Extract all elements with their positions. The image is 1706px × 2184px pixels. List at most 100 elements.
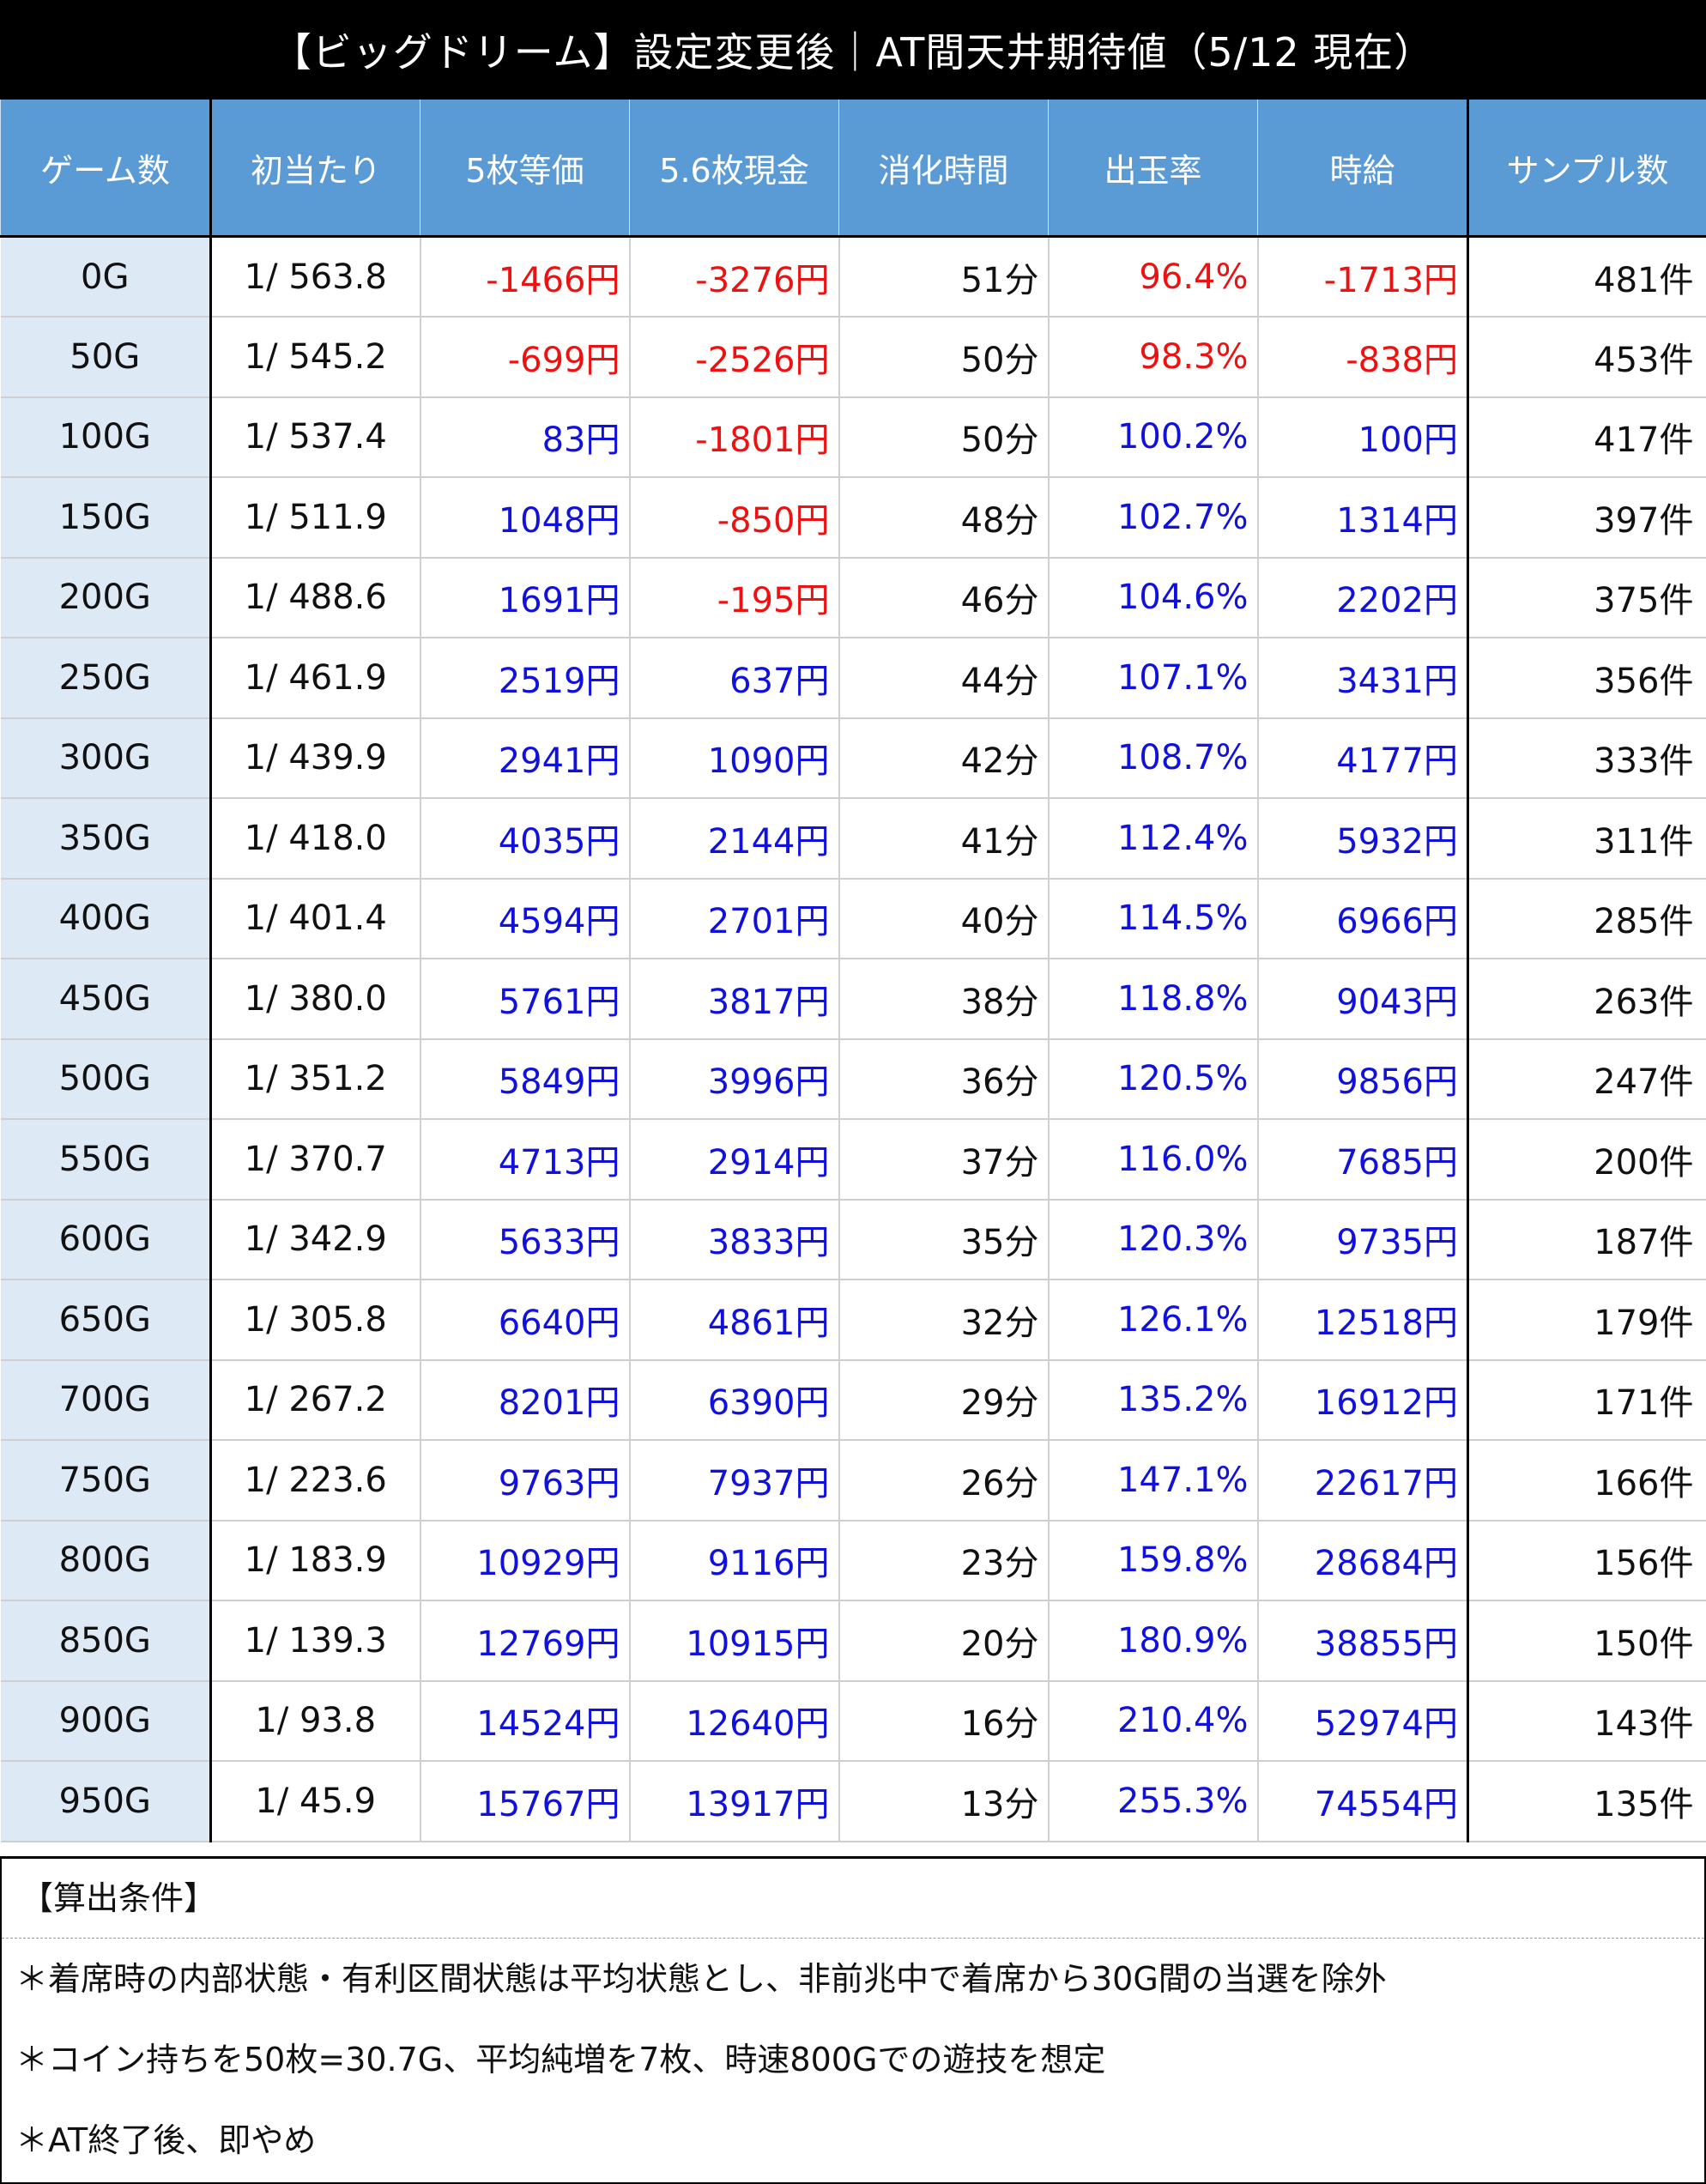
table-row: 500G 1/ 351.2 5849円 3996円 36分 120.5% 9856円 247件 — [0, 1038, 1706, 1120]
cell-play-time: 50分 — [838, 396, 1050, 478]
cell-play-time: 26分 — [838, 1440, 1050, 1522]
cell-5-equivalent: 6640円 — [420, 1280, 631, 1361]
cell-first-hit: 1/ 370.7 — [210, 1119, 421, 1201]
cell-5-equivalent: 5761円 — [420, 959, 631, 1040]
cell-game-count: 350G — [0, 798, 212, 880]
cell-sample-count: 200件 — [1467, 1119, 1706, 1201]
cell-5-6-cash: 12640円 — [629, 1680, 840, 1762]
cell-play-time: 48分 — [838, 477, 1050, 559]
cell-hourly-wage: -1713円 — [1257, 236, 1469, 318]
cell-5-equivalent: 2941円 — [420, 717, 631, 799]
cell-payout-rate: 210.4% — [1048, 1680, 1259, 1762]
cell-play-time: 46分 — [838, 557, 1050, 638]
header-game-count: ゲーム数 — [0, 100, 212, 238]
cell-5-equivalent: 12769円 — [420, 1600, 631, 1682]
cell-payout-rate: 255.3% — [1048, 1761, 1259, 1842]
cell-sample-count: 171件 — [1467, 1359, 1706, 1441]
cell-5-equivalent: 8201円 — [420, 1359, 631, 1441]
cell-5-6-cash: 3996円 — [629, 1038, 840, 1120]
cell-play-time: 23分 — [838, 1520, 1050, 1601]
cell-play-time: 20分 — [838, 1600, 1050, 1682]
cell-game-count: 950G — [0, 1761, 212, 1842]
table-row: 450G 1/ 380.0 5761円 3817円 38分 118.8% 9043円 263件 — [0, 959, 1706, 1040]
cell-play-time: 36分 — [838, 1038, 1050, 1120]
header-hourly-wage: 時給 — [1257, 100, 1469, 238]
cell-hourly-wage: 52974円 — [1257, 1680, 1469, 1762]
cell-sample-count: 285件 — [1467, 878, 1706, 959]
table-row: 300G 1/ 439.9 2941円 1090円 42分 108.7% 4177円 333件 — [0, 717, 1706, 799]
cell-game-count: 0G — [0, 236, 212, 318]
cell-hourly-wage: 7685円 — [1257, 1119, 1469, 1201]
cell-hourly-wage: 5932円 — [1257, 798, 1469, 880]
cell-sample-count: 150件 — [1467, 1600, 1706, 1682]
conditions-heading: 【算出条件】 — [2, 1859, 1704, 1939]
cell-sample-count: 417件 — [1467, 396, 1706, 478]
cell-first-hit: 1/ 439.9 — [210, 717, 421, 799]
cell-payout-rate: 100.2% — [1048, 396, 1259, 478]
calculation-conditions: 【算出条件】 ＊着席時の内部状態・有利区間状態は平均状態とし、非前兆中で着席から… — [0, 1856, 1706, 2184]
cell-payout-rate: 120.3% — [1048, 1199, 1259, 1280]
table-row: 200G 1/ 488.6 1691円 -195円 46分 104.6% 2202円 375件 — [0, 557, 1706, 638]
cell-5-equivalent: -1466円 — [420, 236, 631, 318]
cell-play-time: 32分 — [838, 1280, 1050, 1361]
table-row: 50G 1/ 545.2 -699円 -2526円 50分 98.3% -838円 453件 — [0, 317, 1706, 398]
cell-first-hit: 1/ 93.8 — [210, 1680, 421, 1762]
cell-payout-rate: 107.1% — [1048, 638, 1259, 719]
header-sample-count: サンプル数 — [1467, 100, 1706, 238]
page-title: 【ビッグドリーム】設定変更後｜AT間天井期待値（5/12 現在） — [0, 0, 1706, 100]
cell-first-hit: 1/ 401.4 — [210, 878, 421, 959]
expected-value-table: ゲーム数 初当たり 5枚等価 5.6枚現金 消化時間 出玉率 時給 サンプル数 … — [0, 100, 1706, 1842]
cell-5-equivalent: 4594円 — [420, 878, 631, 959]
cell-5-equivalent: -699円 — [420, 317, 631, 398]
condition-note: ＊AT終了後、即やめ — [15, 2121, 317, 2159]
cell-game-count: 100G — [0, 396, 212, 478]
table-row: 100G 1/ 537.4 83円 -1801円 50分 100.2% 100円 417件 — [0, 396, 1706, 478]
table-row: 400G 1/ 401.4 4594円 2701円 40分 114.5% 6966円 285件 — [0, 878, 1706, 959]
table-row: 150G 1/ 511.9 1048円 -850円 48分 102.7% 1314円 397件 — [0, 477, 1706, 559]
cell-5-equivalent: 15767円 — [420, 1761, 631, 1842]
cell-hourly-wage: 9735円 — [1257, 1199, 1469, 1280]
cell-game-count: 250G — [0, 638, 212, 719]
cell-hourly-wage: 74554円 — [1257, 1761, 1469, 1842]
cell-sample-count: 166件 — [1467, 1440, 1706, 1522]
table-row: 950G 1/ 45.9 15767円 13917円 13分 255.3% 74554円 13… — [0, 1761, 1706, 1842]
cell-first-hit: 1/ 418.0 — [210, 798, 421, 880]
cell-hourly-wage: 12518円 — [1257, 1280, 1469, 1361]
cell-5-6-cash: -850円 — [629, 477, 840, 559]
cell-game-count: 800G — [0, 1520, 212, 1601]
cell-5-6-cash: 7937円 — [629, 1440, 840, 1522]
cell-5-equivalent: 14524円 — [420, 1680, 631, 1762]
cell-5-equivalent: 1048円 — [420, 477, 631, 559]
cell-5-6-cash: -195円 — [629, 557, 840, 638]
cell-play-time: 29分 — [838, 1359, 1050, 1441]
cell-payout-rate: 159.8% — [1048, 1520, 1259, 1601]
cell-5-6-cash: 9116円 — [629, 1520, 840, 1601]
cell-sample-count: 311件 — [1467, 798, 1706, 880]
table-header-row: ゲーム数 初当たり 5枚等価 5.6枚現金 消化時間 出玉率 時給 サンプル数 — [0, 100, 1706, 238]
cell-game-count: 750G — [0, 1440, 212, 1522]
cell-sample-count: 397件 — [1467, 477, 1706, 559]
cell-first-hit: 1/ 342.9 — [210, 1199, 421, 1280]
cell-hourly-wage: 1314円 — [1257, 477, 1469, 559]
cell-payout-rate: 118.8% — [1048, 959, 1259, 1040]
cell-5-6-cash: 4861円 — [629, 1280, 840, 1361]
cell-game-count: 650G — [0, 1280, 212, 1361]
header-play-time: 消化時間 — [838, 100, 1049, 238]
cell-payout-rate: 126.1% — [1048, 1280, 1259, 1361]
cell-5-6-cash: 10915円 — [629, 1600, 840, 1682]
cell-first-hit: 1/ 488.6 — [210, 557, 421, 638]
cell-play-time: 35分 — [838, 1199, 1050, 1280]
cell-payout-rate: 102.7% — [1048, 477, 1259, 559]
cell-hourly-wage: 28684円 — [1257, 1520, 1469, 1601]
table-body: 0G 1/ 563.8 -1466円 -3276円 51分 96.4% -1713円 481件… — [0, 236, 1706, 1842]
cell-play-time: 42分 — [838, 717, 1050, 799]
cell-sample-count: 143件 — [1467, 1680, 1706, 1762]
header-5-equivalent: 5枚等価 — [420, 100, 630, 238]
cell-5-6-cash: 1090円 — [629, 717, 840, 799]
cell-sample-count: 156件 — [1467, 1520, 1706, 1601]
table-row: 650G 1/ 305.8 6640円 4861円 32分 126.1% 12518円 179… — [0, 1280, 1706, 1361]
cell-game-count: 450G — [0, 959, 212, 1040]
cell-first-hit: 1/ 563.8 — [210, 236, 421, 318]
cell-hourly-wage: 3431円 — [1257, 638, 1469, 719]
